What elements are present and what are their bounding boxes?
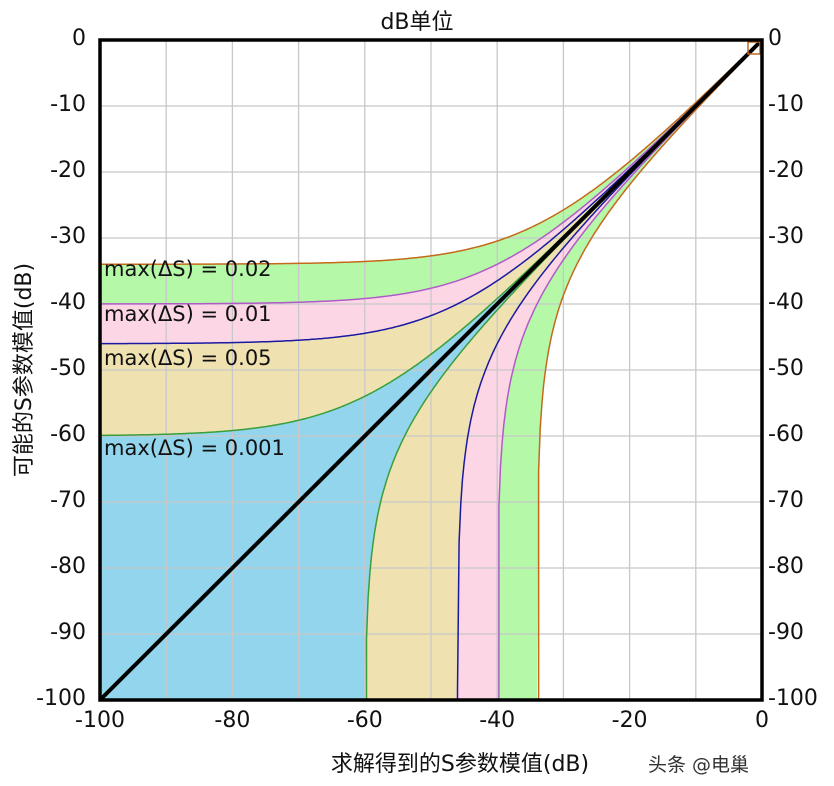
y-tick-right: -40 [768,290,804,315]
x-axis-label: 求解得到的S参数模值(dB) [330,752,590,777]
y-tick-left: -60 [50,422,86,447]
y-tick-left: -50 [50,356,86,381]
watermark: 头条 @电巢 [648,754,750,776]
y-tick-right: -80 [768,554,804,579]
y-tick-right: -60 [768,422,804,447]
band-label-0.02: max(ΔS) = 0.02 [104,257,272,281]
x-tick: -80 [214,708,251,733]
x-tick: 0 [755,708,769,733]
band-upper-line-1 [100,39,763,305]
band-label-0.01: max(ΔS) = 0.01 [104,302,272,326]
y-tick-right: -30 [768,224,804,249]
y-tick-left: -100 [36,686,86,711]
y-tick-left: -20 [50,158,86,183]
y-tick-left: -90 [50,620,86,645]
y-tick-right: -70 [768,488,804,513]
diagonal-line [98,38,764,702]
x-tick: -60 [346,708,383,733]
x-tick: -20 [611,708,648,733]
x-tick: -40 [479,708,516,733]
y-tick-right: -50 [768,356,804,381]
y-tick-left: -70 [50,488,86,513]
y-tick-right: 0 [768,26,782,51]
y-tick-right: -100 [768,686,818,711]
x-tick: -100 [75,708,125,733]
y-tick-left: -80 [50,554,86,579]
y-tick-right: -10 [768,92,804,117]
band-upper-line-0 [100,39,763,265]
y-tick-left: -10 [50,92,86,117]
y-tick-right: -20 [768,158,804,183]
y-tick-right: -90 [768,620,804,645]
chart-title: dB单位 [380,10,454,35]
y-axis-label: 可能的S参数模值(dB) [12,262,37,478]
plot-frame [98,38,764,702]
band-label-0.001: max(ΔS) = 0.001 [104,436,285,460]
y-tick-left: 0 [72,26,86,51]
band-label-0.05: max(ΔS) = 0.05 [104,346,272,370]
corner-marker [747,41,761,55]
y-tick-left: -40 [50,290,86,315]
y-tick-left: -30 [50,224,86,249]
